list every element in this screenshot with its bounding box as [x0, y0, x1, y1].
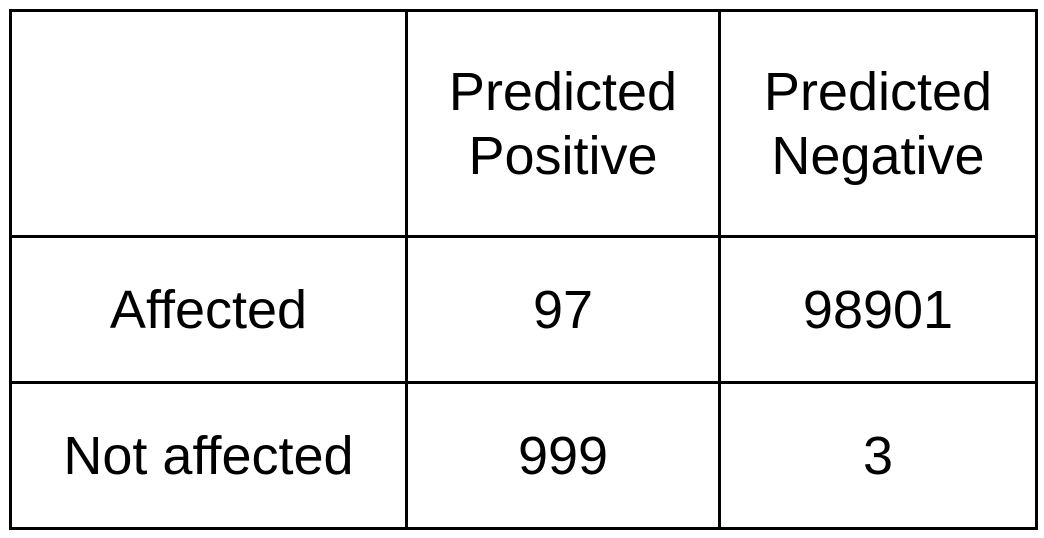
header-line: Positive	[468, 125, 658, 186]
header-line: Predicted	[448, 61, 678, 122]
cell-not-affected-predicted-negative: 3	[718, 381, 1038, 530]
header-line: Predicted	[763, 61, 993, 122]
table-row: Affected 97 98901	[9, 235, 1038, 384]
header-predicted-positive: Predicted Positive	[405, 9, 721, 238]
corner-cell	[9, 9, 408, 238]
cell-not-affected-predicted-positive: 999	[405, 381, 721, 530]
table-row: Not affected 999 3	[9, 381, 1038, 530]
cell-affected-predicted-negative: 98901	[718, 235, 1038, 384]
row-label-affected: Affected	[9, 235, 408, 384]
cell-affected-predicted-positive: 97	[405, 235, 721, 384]
confusion-matrix-table: Predicted Positive Predicted Negative Af…	[9, 9, 1038, 530]
row-label-not-affected: Not affected	[9, 381, 408, 530]
header-row: Predicted Positive Predicted Negative	[9, 9, 1038, 238]
header-predicted-negative: Predicted Negative	[718, 9, 1038, 238]
header-line: Negative	[771, 125, 985, 186]
